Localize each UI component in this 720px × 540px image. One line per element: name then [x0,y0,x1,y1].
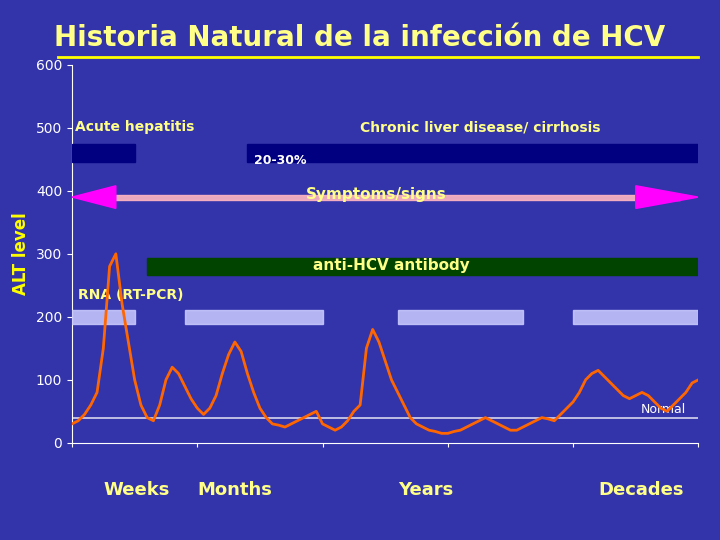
Polygon shape [72,186,116,208]
Polygon shape [636,186,698,208]
Bar [104,194,680,200]
Text: Acute hepatitis: Acute hepatitis [75,120,194,134]
Bar [573,310,698,324]
Text: Weeks: Weeks [104,481,170,499]
Text: Years: Years [397,481,453,499]
Text: Normal: Normal [641,403,686,416]
Text: RNA (RT-PCR): RNA (RT-PCR) [78,288,184,302]
Text: Symptoms/signs: Symptoms/signs [305,187,446,202]
Text: Months: Months [197,481,272,499]
Text: anti-HCV antibody: anti-HCV antibody [313,258,470,273]
Bar [397,310,523,324]
Y-axis label: ALT level: ALT level [12,212,30,295]
Text: 20-30%: 20-30% [253,154,306,167]
Bar [248,144,698,163]
Text: Historia Natural de la infección de HCV: Historia Natural de la infección de HCV [55,24,665,52]
Bar [72,310,135,324]
Bar [185,310,323,324]
Bar [147,258,698,275]
Text: Decades: Decades [598,481,684,499]
Text: Chronic liver disease/ cirrhosis: Chronic liver disease/ cirrhosis [360,120,600,134]
Bar [72,144,135,163]
